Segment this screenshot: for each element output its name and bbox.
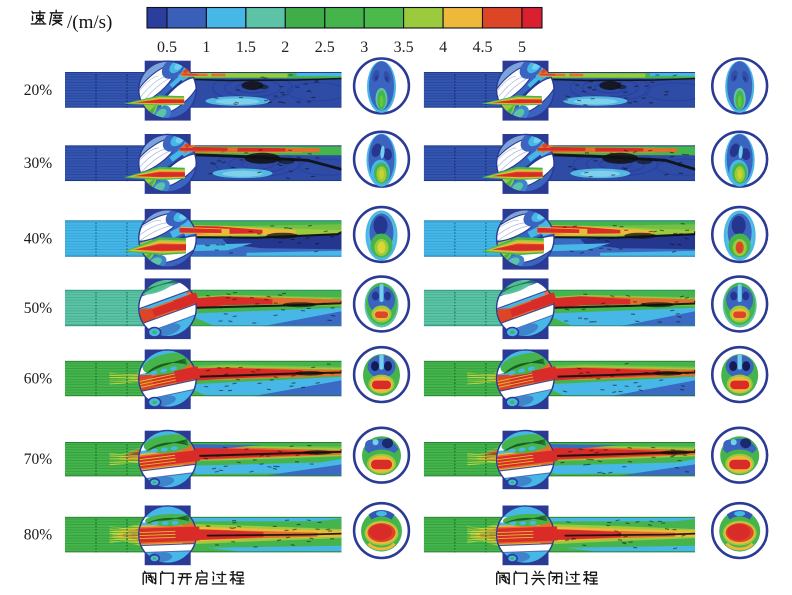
svg-text:1.5: 1.5	[236, 39, 256, 56]
svg-text:70%: 70%	[24, 451, 53, 468]
svg-text:60%: 60%	[24, 371, 53, 388]
svg-text:0.5: 0.5	[157, 39, 177, 56]
svg-text:50%: 50%	[24, 300, 53, 317]
svg-text:2: 2	[281, 39, 289, 56]
svg-text:2.5: 2.5	[315, 39, 335, 56]
svg-text:3: 3	[360, 39, 368, 56]
svg-text:1: 1	[202, 39, 210, 56]
svg-text:3.5: 3.5	[394, 39, 414, 56]
svg-text:30%: 30%	[24, 155, 53, 172]
svg-text:40%: 40%	[24, 231, 53, 248]
svg-text:5: 5	[518, 39, 526, 56]
svg-text:/(m/s): /(m/s)	[67, 12, 112, 33]
svg-text:4.5: 4.5	[473, 39, 493, 56]
svg-text:80%: 80%	[24, 527, 53, 544]
svg-text:4: 4	[439, 39, 447, 56]
svg-text:20%: 20%	[24, 82, 53, 99]
